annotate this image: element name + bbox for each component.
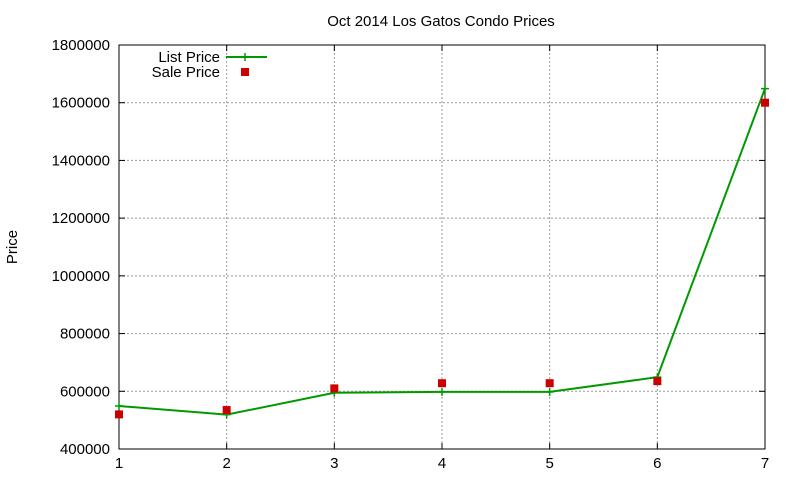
y-tick-label: 1800000	[52, 37, 110, 54]
y-tick-label: 1600000	[52, 95, 110, 112]
sale-price-point	[330, 384, 339, 393]
sale-price-point	[115, 410, 123, 419]
legend-label-sale-price: Sale Price	[152, 64, 220, 81]
y-tick-label: 400000	[60, 441, 110, 458]
sale-price-point	[653, 377, 662, 386]
sale-price-point	[222, 406, 231, 415]
y-tick-label: 1400000	[52, 152, 110, 169]
x-tick-label: 5	[545, 455, 553, 472]
y-tick-label: 1000000	[52, 268, 110, 285]
axis-ticks: 1 2 3 4 5 6 7 400000 600000 800000 1000000 1200000 1…	[52, 37, 770, 472]
x-tick-label: 4	[438, 455, 446, 472]
legend-label-list-price: List Price	[158, 49, 220, 66]
x-tick-label: 7	[761, 455, 769, 472]
y-axis-label: Price	[4, 230, 21, 264]
x-tick-label: 6	[653, 455, 661, 472]
list-price-point	[115, 402, 123, 411]
list-price-point	[545, 387, 554, 396]
chart-title: Oct 2014 Los Gatos Condo Prices	[327, 13, 555, 30]
y-tick-label: 800000	[60, 326, 110, 343]
x-tick-label: 3	[330, 455, 338, 472]
sale-price-point	[545, 379, 554, 388]
x-tick-label: 2	[222, 455, 230, 472]
sale-price-point	[438, 379, 446, 388]
legend-marker-sale-price	[241, 68, 249, 76]
sale-price-point	[761, 98, 769, 107]
y-tick-label: 600000	[60, 383, 110, 400]
data-series	[115, 84, 769, 419]
list-price-point	[761, 84, 769, 93]
x-tick-label: 1	[115, 455, 123, 472]
y-tick-label: 1200000	[52, 210, 110, 227]
list-price-point	[438, 387, 446, 396]
